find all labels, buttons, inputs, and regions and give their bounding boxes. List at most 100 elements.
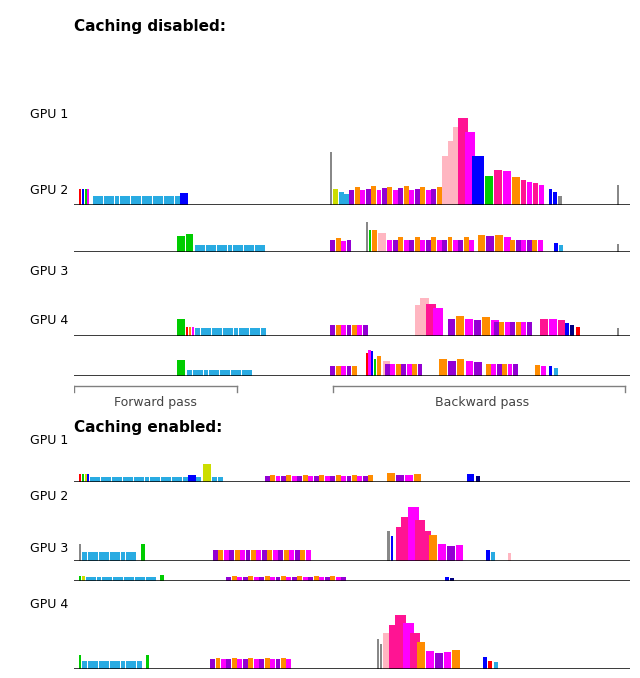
Bar [408,507,419,561]
Bar [125,196,131,205]
Bar [104,196,109,205]
Bar [435,654,443,669]
Bar [175,196,179,205]
Bar [330,576,335,581]
Bar [217,328,222,336]
Bar [365,353,368,376]
Bar [136,196,141,205]
Bar [87,189,90,205]
Bar [335,366,340,376]
Bar [292,476,297,482]
Bar [128,477,133,482]
Bar [255,328,260,336]
Bar [527,239,532,252]
Bar [166,477,172,482]
Bar [79,654,81,669]
Bar [300,550,305,561]
Bar [412,365,417,376]
Bar [541,366,546,376]
Bar [187,370,192,376]
Bar [363,325,368,336]
Bar [123,477,127,482]
Bar [265,576,269,581]
Text: GPU 4: GPU 4 [30,598,68,612]
Bar [426,239,431,252]
Bar [115,660,120,669]
Bar [251,550,256,561]
Bar [262,550,267,561]
Bar [314,576,319,581]
Bar [205,245,211,252]
Bar [486,550,490,561]
Bar [222,245,227,252]
Bar [244,245,249,252]
Bar [253,577,259,581]
Bar [451,578,454,581]
Bar [239,245,243,252]
Bar [235,550,239,561]
Bar [135,577,140,581]
Bar [503,172,511,205]
Bar [101,477,106,482]
Bar [467,474,474,482]
Bar [376,639,379,669]
Bar [220,370,225,376]
Bar [458,239,463,252]
Bar [495,235,502,252]
Bar [259,660,264,669]
Bar [456,316,464,336]
Text: GPU 3: GPU 3 [30,542,68,555]
Bar [398,237,403,252]
Bar [83,576,84,581]
Bar [250,328,255,336]
Bar [494,662,498,669]
Bar [483,657,487,669]
Bar [516,239,521,252]
Bar [83,552,87,561]
Bar [465,319,472,336]
Bar [195,245,200,252]
Bar [265,476,269,482]
Bar [129,577,134,581]
Bar [365,189,371,205]
Bar [206,328,211,336]
Bar [212,328,216,336]
Bar [287,475,291,482]
Bar [284,550,289,561]
Bar [237,660,243,669]
Bar [236,370,241,376]
Bar [431,237,436,252]
Bar [183,477,188,482]
Bar [358,476,362,482]
Bar [79,544,81,561]
Bar [474,320,481,336]
Bar [93,660,98,669]
Bar [131,552,136,561]
Bar [270,660,275,669]
Bar [82,474,84,482]
Bar [420,187,425,205]
Bar [341,366,346,376]
Bar [189,327,191,336]
Bar [104,552,109,561]
Bar [221,660,226,669]
Bar [218,550,223,561]
Bar [376,357,381,376]
Bar [91,577,96,581]
Text: GPU 1: GPU 1 [30,434,68,447]
Bar [508,553,511,561]
Bar [431,189,436,205]
Bar [146,577,150,581]
Bar [289,550,294,561]
Bar [474,362,482,376]
Bar [164,196,168,205]
Bar [270,577,275,581]
Bar [93,552,98,561]
Bar [527,322,532,336]
Bar [281,658,286,669]
Bar [139,477,144,482]
Bar [538,239,543,252]
Bar [453,127,461,205]
Bar [319,577,324,581]
Bar [303,475,308,482]
